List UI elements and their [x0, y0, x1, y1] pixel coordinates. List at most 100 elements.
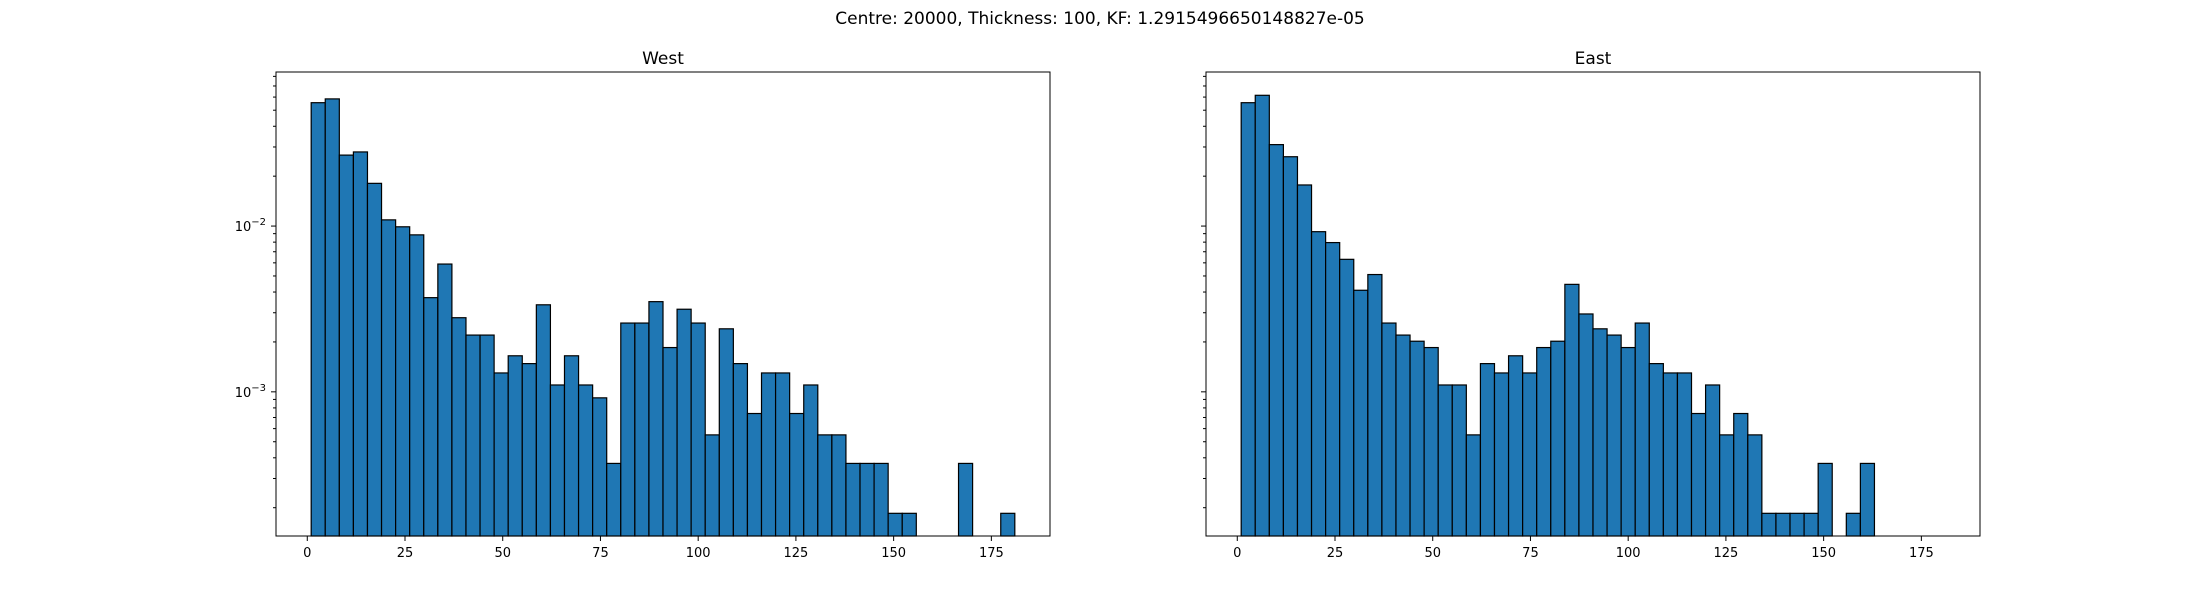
west-histogram-bar — [451, 317, 467, 537]
east-histogram-bar — [1592, 328, 1608, 537]
west-histogram-bar — [789, 412, 805, 537]
east-x-tick-label: 100 — [1616, 546, 1641, 561]
west-histogram-bar — [395, 226, 411, 537]
east-histogram-bar — [1409, 340, 1425, 537]
east-histogram-bar — [1845, 512, 1861, 537]
east-histogram-bar — [1817, 462, 1833, 537]
east-panel-title: East — [1575, 49, 1612, 69]
east-histogram-bar — [1536, 346, 1552, 537]
east-x-tick-label: 0 — [1233, 546, 1241, 561]
east-histogram-bar — [1381, 322, 1397, 537]
east-histogram-bar — [1325, 241, 1341, 537]
east-x-axis: 0 25 50 75 100 125 150 175 — [1233, 536, 1934, 561]
west-axes-frame — [275, 71, 1051, 537]
west-histogram-bar — [803, 384, 819, 537]
east-x-tick-label: 25 — [1327, 546, 1344, 561]
west-histogram-bar — [873, 462, 889, 537]
east-histogram-bar — [1676, 372, 1693, 537]
east-histogram-bar — [1310, 231, 1327, 537]
west-bars — [310, 98, 1016, 537]
east-histogram-panel: East 0 25 50 75 100 125 150 175 — [1201, 49, 1981, 561]
west-histogram-bar — [507, 355, 523, 537]
east-histogram-bar — [1339, 258, 1355, 537]
west-histogram-bar — [718, 328, 734, 537]
east-histogram-bar — [1634, 322, 1650, 537]
west-histogram-bar — [732, 363, 749, 537]
figure-suptitle: Centre: 20000, Thickness: 100, KF: 1.291… — [835, 9, 1365, 29]
west-histogram-bar — [901, 512, 917, 537]
west-histogram-bar — [324, 98, 340, 537]
west-histogram-bar — [957, 462, 974, 537]
east-x-tick-label: 50 — [1424, 546, 1441, 561]
west-histogram-bar — [521, 363, 537, 537]
west-histogram-bar — [549, 384, 566, 537]
east-histogram-bar — [1662, 372, 1679, 537]
west-x-tick-label: 25 — [397, 546, 414, 561]
west-histogram-bar — [352, 151, 369, 537]
east-histogram-bar — [1479, 363, 1496, 537]
west-histogram-bar — [662, 346, 678, 537]
east-histogram-bar — [1367, 273, 1383, 537]
west-x-axis: 0 25 50 75 100 125 150 175 — [303, 536, 1004, 561]
west-x-tick-label: 0 — [303, 546, 311, 561]
west-histogram-bar — [606, 462, 622, 537]
west-histogram-bar — [887, 512, 903, 537]
east-histogram-bar — [1690, 412, 1707, 537]
west-histogram-bar — [634, 322, 650, 537]
west-histogram-bar — [592, 397, 608, 537]
east-histogram-bar — [1648, 363, 1664, 537]
west-y-tick-label: 10−3 — [235, 383, 266, 401]
east-histogram-bar — [1719, 434, 1735, 537]
west-y-tick-label: 10−2 — [235, 217, 266, 235]
east-histogram-bar — [1423, 346, 1439, 537]
east-histogram-bar — [1493, 372, 1510, 537]
east-histogram-bar — [1859, 462, 1876, 537]
west-histogram-bar — [831, 434, 847, 537]
west-histogram-bar — [690, 322, 706, 537]
east-histogram-bar — [1775, 512, 1791, 537]
east-histogram-bar — [1451, 384, 1467, 537]
west-histogram-bar — [746, 412, 763, 537]
east-histogram-bar — [1550, 340, 1566, 537]
east-histogram-bar — [1761, 512, 1777, 537]
west-histogram-bar — [845, 462, 861, 537]
east-histogram-bar — [1747, 434, 1763, 537]
east-histogram-bar — [1606, 334, 1622, 537]
east-histogram-bar — [1282, 156, 1299, 537]
west-histogram-bar — [648, 301, 664, 537]
west-histogram-bar — [859, 462, 875, 537]
east-histogram-bar — [1353, 289, 1369, 537]
west-histogram-bar — [620, 322, 636, 537]
west-histogram-bar — [774, 372, 791, 537]
east-histogram-bar — [1522, 372, 1538, 537]
east-x-tick-label: 150 — [1811, 546, 1836, 561]
west-y-axis: 10−2 10−3 — [235, 75, 276, 509]
west-panel-title: West — [642, 49, 684, 69]
east-histogram-bar — [1268, 144, 1285, 537]
east-histogram-bar — [1733, 412, 1749, 537]
east-histogram-bar — [1437, 384, 1453, 537]
west-x-tick-label: 50 — [494, 546, 511, 561]
west-histogram-bar — [437, 263, 453, 537]
west-histogram-panel: West 10−2 10−3 0 25 50 75 100 125 150 175 — [235, 49, 1051, 561]
east-histogram-bar — [1803, 512, 1819, 537]
east-histogram-bar — [1507, 355, 1524, 537]
west-x-tick-label: 150 — [881, 546, 906, 561]
east-histogram-bar — [1789, 512, 1805, 537]
east-histogram-bar — [1296, 184, 1313, 537]
east-histogram-bar — [1578, 313, 1594, 537]
east-x-tick-label: 75 — [1522, 546, 1539, 561]
west-histogram-bar — [423, 297, 439, 537]
west-x-tick-label: 100 — [686, 546, 711, 561]
west-histogram-bar — [577, 384, 594, 537]
west-histogram-bar — [493, 372, 509, 537]
east-histogram-bar — [1620, 346, 1636, 537]
west-histogram-bar — [704, 434, 720, 537]
west-histogram-bar — [465, 334, 481, 537]
west-histogram-bar — [535, 304, 552, 537]
west-histogram-bar — [479, 334, 495, 537]
east-histogram-bar — [1704, 384, 1721, 537]
west-histogram-bar — [676, 308, 692, 537]
west-histogram-bar — [338, 154, 355, 537]
